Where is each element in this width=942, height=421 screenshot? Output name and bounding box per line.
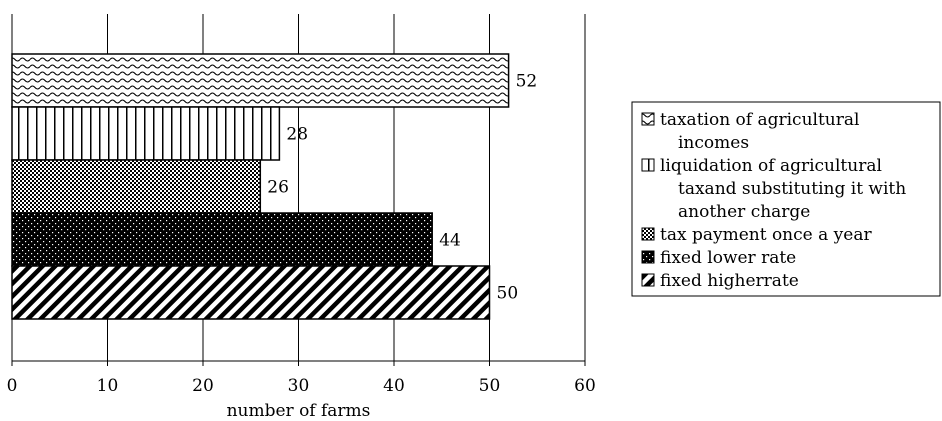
bar bbox=[11, 265, 491, 320]
legend-entry: fixed higherrate bbox=[641, 271, 799, 291]
legend: taxation of agricultural incomes liquidati… bbox=[631, 101, 941, 297]
x-tick-label: 10 bbox=[97, 376, 119, 396]
bar-value-label: 44 bbox=[439, 231, 461, 251]
legend-label: fixed higherrate bbox=[660, 271, 799, 291]
x-axis-title: number of farms bbox=[227, 401, 371, 421]
bars: 52 28 26 44 50 bbox=[11, 53, 538, 320]
legend-label: incomes bbox=[678, 133, 749, 153]
dark-dots-icon bbox=[641, 250, 655, 264]
checker-icon bbox=[641, 227, 655, 241]
bar bbox=[11, 106, 281, 161]
legend-label: tax payment once a year bbox=[660, 225, 872, 245]
legend-entry: fixed lower rate bbox=[641, 248, 796, 268]
bar bbox=[11, 53, 510, 108]
bar-value-label: 50 bbox=[497, 284, 519, 304]
legend-box bbox=[631, 101, 941, 297]
bar-value-label: 26 bbox=[267, 178, 289, 198]
legend-label: liquidation of agricultural bbox=[660, 156, 882, 176]
bar-value-label: 52 bbox=[516, 72, 538, 92]
bar-value-label: 28 bbox=[286, 125, 308, 145]
x-tick-label: 30 bbox=[288, 376, 310, 396]
legend-entry: liquidation of agricultural taxand substi… bbox=[641, 156, 906, 222]
legend-entry: tax payment once a year bbox=[641, 225, 872, 245]
x-tick-label: 0 bbox=[7, 376, 18, 396]
x-axis: 0 10 20 30 40 50 60 bbox=[7, 356, 596, 396]
legend-entry: taxation of agricultural incomes bbox=[641, 110, 859, 153]
x-tick-label: 20 bbox=[192, 376, 214, 396]
bar bbox=[11, 159, 262, 214]
x-tick-label: 40 bbox=[383, 376, 405, 396]
legend-label: taxand substituting it with bbox=[678, 179, 906, 199]
diagonal-stripes-icon bbox=[641, 273, 655, 287]
legend-label: fixed lower rate bbox=[660, 248, 796, 268]
vertical-stripes-icon bbox=[641, 158, 655, 172]
x-tick-label: 50 bbox=[479, 376, 501, 396]
legend-label: another charge bbox=[678, 202, 810, 222]
wave-icon bbox=[641, 112, 655, 126]
bar bbox=[11, 212, 433, 267]
legend-label: taxation of agricultural bbox=[660, 110, 859, 130]
x-tick-label: 60 bbox=[574, 376, 596, 396]
